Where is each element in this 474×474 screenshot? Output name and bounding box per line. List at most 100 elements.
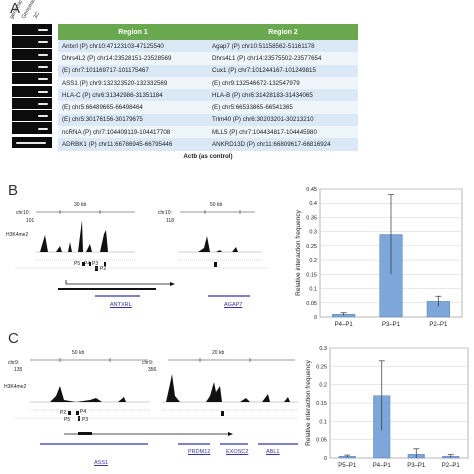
gel-strip [12, 36, 52, 48]
table-header: Region 1 [58, 24, 208, 40]
table-cell: (E) chr5:30176156-30179675 [58, 113, 208, 127]
table-cell: MLL5 (P) chr7:104434817-104445980 [208, 126, 358, 139]
y-tick-label: 0 [314, 315, 317, 321]
table-cell: Agap7 (P) chr10:51158562-51161178 [208, 40, 358, 53]
gel-band [38, 78, 48, 81]
gene-label: ABL1 [266, 449, 280, 455]
gel-strip [12, 122, 52, 134]
panel-b-letter: B [8, 182, 19, 199]
gel-band [38, 127, 48, 130]
gel-strip [12, 48, 52, 60]
y-tick-label: 0.3 [319, 346, 327, 352]
track-chr: chr9: [8, 360, 20, 366]
y-tick-label: 0.4 [309, 201, 317, 207]
table-row: (E) chr5:66489665-66498464 (E) chr5:66533… [58, 101, 358, 114]
track-scale: 30 kb [74, 202, 87, 208]
gene-label: PRDM12 [188, 449, 211, 455]
gel-band [38, 102, 48, 105]
signal-peak [36, 220, 135, 252]
signal-peak [178, 236, 262, 252]
y-tick-label: 0.2 [319, 383, 327, 389]
y-axis-label: Relative interaction frequency [305, 359, 312, 445]
table-cell: ANKRD13D (P) chr11:66809617-66816924 [208, 138, 358, 151]
x-tick-label: P4–P1 [335, 322, 354, 328]
table-cell: Dhrs4L1 (P) chr14:23575502-23577654 [208, 52, 358, 65]
track-max: 118 [166, 218, 174, 224]
table-header: Region 2 [208, 24, 358, 40]
gene-label: ANTXRL [110, 302, 132, 308]
table-cell: Dhrs4L2 (P) chr14:23528151-23528569 [58, 52, 208, 65]
y-tick-label: 0.1 [309, 287, 317, 293]
table-cell: (E) chr5:66489665-66498464 [58, 101, 208, 114]
table-cell: ADRBK1 (P) chr11:66786945-66795446 [58, 138, 208, 151]
y-tick-label: 0.35 [306, 215, 317, 221]
gel-strip [12, 60, 52, 73]
gel-lane-label: 3C [32, 10, 42, 20]
table-row: ADRBK1 (P) chr11:66786945-66795446 ANKRD1… [58, 138, 358, 151]
probe-label: P4 [84, 261, 91, 267]
y-tick-label: 0.45 [306, 187, 317, 193]
track-max: 135 [14, 367, 23, 373]
gel-band [38, 29, 48, 32]
track-scale: 50 kb [72, 350, 85, 356]
x-tick-label: P2–P1 [442, 463, 461, 469]
region-table: Region 1 Region 2 Antxrl (P) chr10:47123… [58, 24, 358, 163]
table-row: Antxrl (P) chr10:47123103-47125540 Agap7 … [58, 40, 358, 53]
track-chr: chr10: [158, 210, 172, 216]
gel-band [38, 115, 48, 118]
gel-strip [12, 85, 52, 97]
y-tick-label: 0.15 [316, 401, 327, 407]
table-cell: (E) chr9:132546672-132547979 [208, 76, 358, 90]
gel-image [12, 24, 52, 158]
track-scale: 50 kb [210, 202, 223, 208]
gel-strip [12, 97, 52, 110]
table-row: (E) chr5:30176156-30179675 Trim40 (P) chr… [58, 113, 358, 127]
chart-c: 0 0.05 0.1 0.15 0.2 0.25 0.3 P5–P1 P4–P1 P3–P1 P2–… [305, 346, 469, 469]
probe-label: P4 [80, 409, 87, 415]
track-mark: H3K4me2 [6, 232, 29, 238]
track-chr: chr9: [142, 360, 154, 366]
table-row: ncRNA (P) chr7:104409119-104417708 MLL5 (… [58, 126, 358, 139]
y-tick-label: 0.3 [309, 230, 317, 236]
table-footer: Actb (as control) [58, 150, 358, 163]
table-row: Dhrs4L2 (P) chr14:23528151-23528569 Dhrs4… [58, 52, 358, 65]
track-scale: 20 kb [212, 350, 225, 356]
y-tick-label: 0.05 [306, 301, 317, 307]
gel-strip [12, 136, 52, 148]
table-cell: HLA-B (P) chr6:31428183-31434065 [208, 89, 358, 102]
x-tick-label: P5–P1 [338, 463, 357, 469]
probe-label: P2 [60, 410, 67, 416]
gel-band [38, 90, 48, 93]
x-tick-label: P3–P1 [382, 322, 401, 328]
gel-strip [12, 110, 52, 122]
x-tick-label: P4–P1 [373, 463, 392, 469]
y-tick-label: 0.15 [306, 272, 317, 278]
probe-label: P3 [82, 417, 89, 423]
gel-band [38, 41, 48, 44]
table-cell: Trim40 (P) chr6:30203201-30213210 [208, 113, 358, 127]
signal-peak [30, 386, 150, 402]
y-tick-label: 0.05 [316, 438, 327, 444]
gene-label: ASS1 [94, 460, 109, 466]
track-max: 101 [26, 218, 35, 224]
gel-strip [12, 73, 52, 85]
table-cell: HLA-C (P) chr6:31342986-31351184 [58, 89, 208, 102]
table-row: HLA-C (P) chr6:31342986-31351184 HLA-B (P… [58, 89, 358, 102]
probe-label: P5 [64, 417, 71, 423]
y-tick-label: 0.25 [306, 244, 317, 250]
y-tick-label: 0.1 [319, 419, 327, 425]
gene-label: EXOSC2 [226, 449, 249, 455]
genome-browser-b [15, 210, 270, 297]
panel-c-letter: C [8, 330, 19, 347]
table-cell: (E) chr7:101169717-101175467 [58, 64, 208, 77]
table-cell: ASS1 (P) chr9:132323520-132332569 [58, 76, 208, 90]
table-cell: Antxrl (P) chr10:47123103-47125540 [58, 40, 208, 53]
gel-band [16, 141, 46, 144]
x-tick-label: P3–P1 [407, 463, 426, 469]
gene-label: AGAP7 [224, 302, 243, 308]
chart-b: 0 0.05 0.1 0.15 0.2 0.25 0.3 0.35 0.4 0.45 P4–P1 P3… [295, 187, 463, 328]
y-axis-label: Relative interaction frequency [295, 209, 302, 295]
table-cell: Cux1 (P) chr7:101244167-101249815 [208, 64, 358, 77]
table-cell: ncRNA (P) chr7:104409119-104417708 [58, 126, 208, 139]
y-tick-label: 0.2 [309, 258, 317, 264]
